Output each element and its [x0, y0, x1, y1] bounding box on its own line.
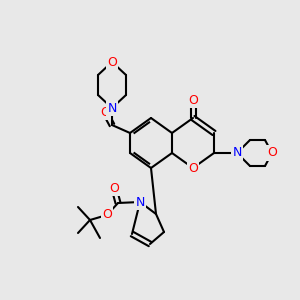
Text: O: O [102, 208, 112, 221]
Text: N: N [232, 146, 242, 160]
Text: O: O [100, 106, 110, 118]
Text: O: O [188, 161, 198, 175]
Text: O: O [188, 94, 198, 106]
Text: O: O [109, 182, 119, 194]
Text: N: N [107, 101, 117, 115]
Text: O: O [267, 146, 277, 160]
Text: N: N [135, 196, 145, 208]
Text: O: O [107, 56, 117, 68]
